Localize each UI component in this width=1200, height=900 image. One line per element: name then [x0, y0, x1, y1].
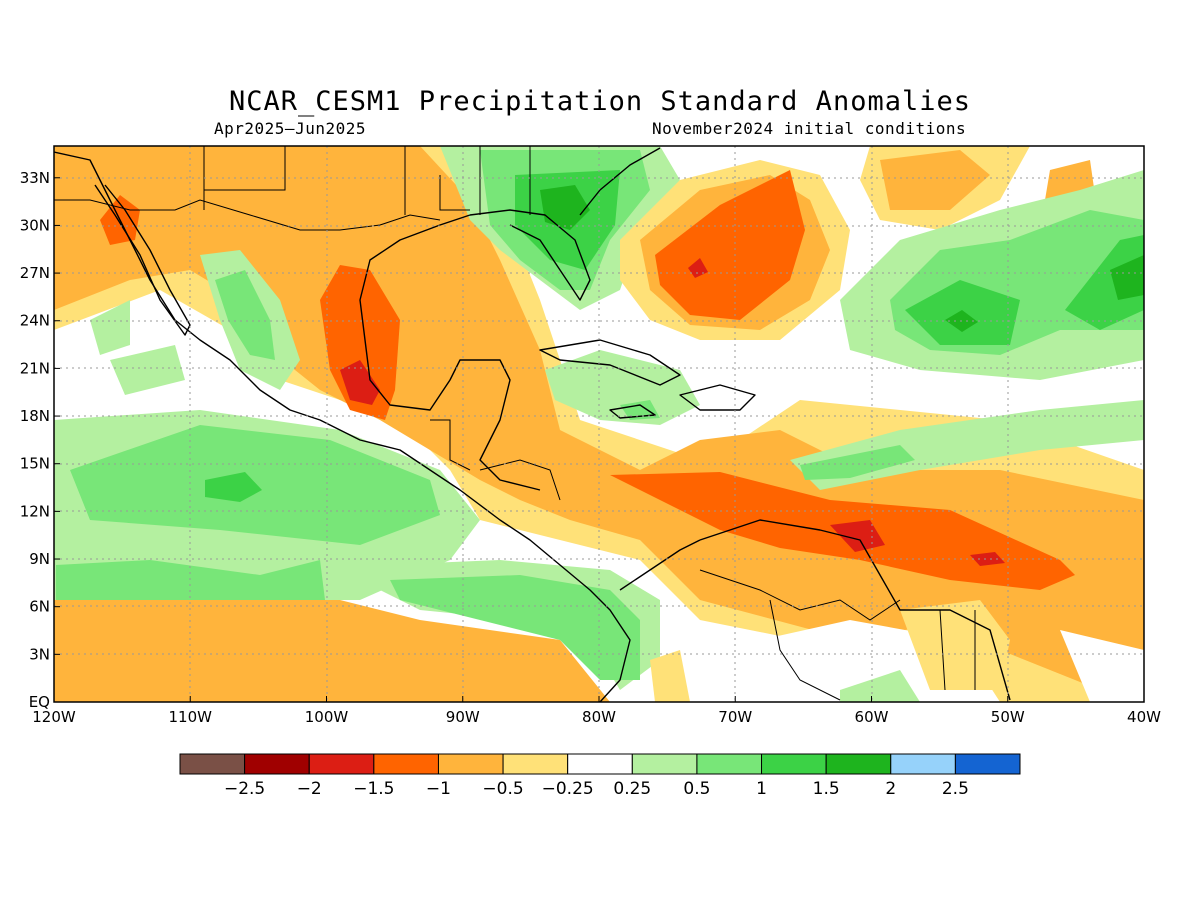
y-tick-label: 27N [20, 264, 50, 282]
colorbar-swatch [437, 753, 504, 775]
colorbar-swatch [890, 753, 956, 775]
x-tick-label: 90W [446, 708, 480, 726]
coastlines [54, 147, 1011, 702]
y-tick-label: EQ [29, 693, 50, 711]
colorbar-label: −1.5 [353, 779, 394, 799]
colorbar-swatch [308, 753, 375, 775]
colorbar-label: 2 [885, 779, 896, 799]
x-tick-label: 60W [855, 708, 889, 726]
anomaly-region-green-strip [800, 445, 915, 480]
colorbar-label: 0.25 [613, 779, 651, 799]
colorbar-swatch [373, 753, 439, 775]
colorbar-swatch [696, 753, 763, 775]
x-axis: 120W 110W 100W 90W 80W 70W 60W 50W 40W [32, 696, 1161, 726]
y-tick-label: 9N [29, 550, 50, 568]
borders [54, 146, 976, 701]
colorbar-swatch [825, 753, 892, 775]
colorbar-label: 2.5 [942, 779, 969, 799]
anomaly-region-red-texas [340, 360, 380, 405]
colorbar: −2.5 −2 −1.5 −1 −0.5 −0.25 0.25 0.5 1 1.5 2 2.5 [179, 753, 1021, 799]
y-tick-label: 24N [20, 312, 50, 330]
x-tick-label: 70W [718, 708, 752, 726]
anomaly-region-light-orange-pacific-small [650, 650, 690, 702]
colorbar-swatch [631, 753, 698, 775]
anomaly-region-light-green-west [110, 345, 185, 395]
y-tick-label: 15N [20, 455, 50, 473]
x-tick-label: 110W [169, 708, 213, 726]
colorbar-label: 1 [756, 779, 767, 799]
colorbar-label: −1 [426, 779, 451, 799]
colorbar-label: 1.5 [813, 779, 840, 799]
colorbar-swatch [244, 753, 310, 775]
anomaly-region-dark-orange-atlantic [655, 170, 805, 320]
y-tick-label: 30N [20, 216, 50, 234]
anomaly-region-light-green-cuba [545, 350, 700, 425]
colorbar-label: −2.5 [224, 779, 265, 799]
colorbar-swatch [761, 753, 827, 775]
anomaly-region-light-orange-guyana [900, 600, 1010, 690]
anomaly-region-light-green-baja [90, 300, 130, 355]
y-axis: EQ 3N 6N 9N 12N 15N 18N 21N 24N 27N 30N 33N [20, 169, 60, 711]
map-title: NCAR_CESM1 Precipitation Standard Anomal… [229, 86, 971, 117]
map-field [54, 146, 1144, 702]
colorbar-label: −0.25 [542, 779, 594, 799]
y-tick-label: 6N [29, 598, 50, 616]
colorbar-swatch [567, 753, 633, 775]
grid-lines [54, 146, 1144, 702]
anomaly-region-red-caribbean [830, 520, 885, 552]
anomaly-region-dark-green-florida [540, 185, 590, 230]
colorbar-label: 0.5 [683, 779, 710, 799]
anomaly-region-mid-green-atlantic-east [1065, 235, 1144, 330]
x-tick-label: 100W [305, 708, 349, 726]
y-tick-label: 12N [20, 502, 50, 520]
colorbar-label: −2 [297, 779, 322, 799]
colorbar-label: −0.5 [482, 779, 523, 799]
y-tick-label: 18N [20, 407, 50, 425]
anomaly-region-dark-orange-texas [320, 265, 400, 420]
x-tick-label: 40W [1127, 708, 1161, 726]
anomaly-region-red-caribbean-east [970, 552, 1005, 566]
anomaly-region-green-mexico-west [215, 270, 275, 360]
x-tick-label: 50W [991, 708, 1025, 726]
colorbar-swatch [179, 753, 246, 775]
y-tick-label: 21N [20, 359, 50, 377]
anomaly-region-dark-green-atlantic [1110, 255, 1144, 300]
anomaly-region-green-epac-core [205, 472, 262, 502]
colorbar-swatch [954, 753, 1021, 775]
anomaly-region-light-green-south-america [840, 670, 920, 702]
anomaly-region-orange-ne [880, 150, 990, 210]
anomaly-region-white-se [1060, 630, 1144, 702]
forecast-period: Apr2025–Jun2025 [214, 119, 366, 138]
initial-conditions: November2024 initial conditions [652, 119, 967, 138]
anomaly-region-light-orange-sw [54, 590, 610, 702]
y-tick-label: 33N [20, 169, 50, 187]
y-tick-label: 3N [29, 645, 50, 663]
colorbar-swatch [502, 753, 569, 775]
x-tick-label: 80W [582, 708, 616, 726]
x-tick-label: 120W [32, 708, 76, 726]
